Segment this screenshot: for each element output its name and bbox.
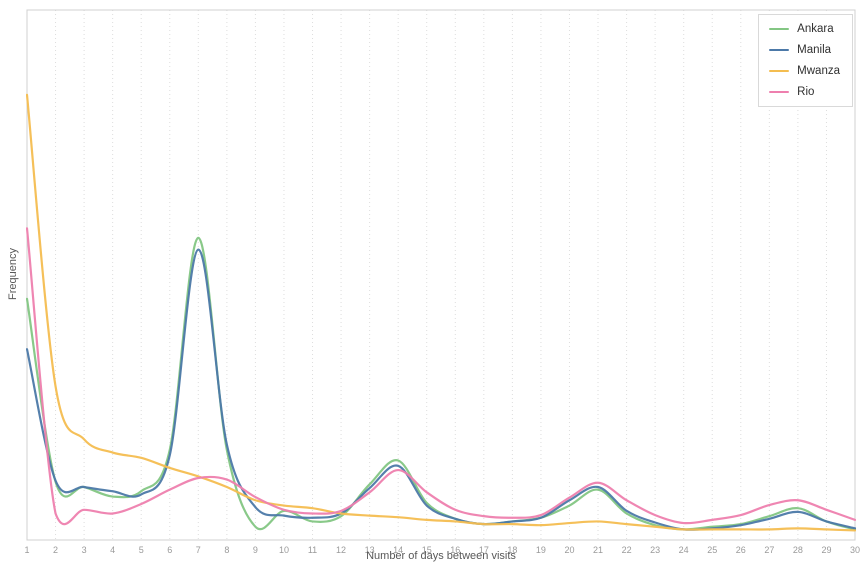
- x-tick-label: 29: [821, 545, 831, 555]
- x-tick-label: 1: [24, 545, 29, 555]
- legend-entry-manila: Manila: [769, 43, 840, 57]
- x-tick-label: 14: [393, 545, 403, 555]
- series-line-ankara: [26, 236, 856, 531]
- legend-entry-mwanza: Mwanza: [769, 64, 840, 78]
- x-tick-label: 22: [622, 545, 632, 555]
- legend-line-swatch: [769, 48, 790, 52]
- x-tick-label: 19: [536, 545, 546, 555]
- x-tick-label: 30: [850, 545, 860, 555]
- x-tick-label: 8: [224, 545, 229, 555]
- x-tick-label: 18: [507, 545, 517, 555]
- legend-entry-ankara: Ankara: [769, 22, 840, 36]
- plot-border: [26, 9, 856, 541]
- legend-line-swatch: [769, 69, 790, 73]
- x-tick-label: 2: [53, 545, 58, 555]
- x-tick-label: 5: [139, 545, 144, 555]
- x-tick-label: 11: [308, 545, 317, 555]
- x-tick-label: 20: [564, 545, 574, 555]
- legend-line-swatch: [769, 90, 790, 94]
- x-tick-label: 13: [365, 545, 375, 555]
- legend: Ankara Manila Mwanza Rio: [758, 14, 853, 107]
- x-tick-label: 21: [593, 545, 603, 555]
- legend-label: Ankara: [797, 23, 834, 35]
- x-tick-label: 4: [110, 545, 115, 555]
- x-tick-label: 24: [679, 545, 689, 555]
- legend-label: Manila: [797, 44, 832, 56]
- x-tick-label: 12: [336, 545, 346, 555]
- legend-entry-rio: Rio: [769, 85, 840, 99]
- x-tick-label: 16: [450, 545, 460, 555]
- x-tick-label: 3: [82, 545, 87, 555]
- x-tick-label: 10: [279, 545, 289, 555]
- x-tick-label: 26: [736, 545, 746, 555]
- x-tick-label: 28: [793, 545, 803, 555]
- series-line-manila: [26, 248, 856, 531]
- x-tick-label: 9: [253, 545, 258, 555]
- x-tick-label: 25: [707, 545, 717, 555]
- series-line-rio: [26, 227, 856, 526]
- legend-label: Rio: [797, 86, 815, 98]
- x-tick-label: 15: [422, 545, 432, 555]
- series-line-mwanza: [26, 93, 856, 532]
- x-tick-label: 17: [479, 545, 489, 555]
- legend-line-swatch: [769, 27, 790, 31]
- x-tick-label: 7: [196, 545, 201, 555]
- x-tick-label: 27: [764, 545, 774, 555]
- x-tick-label: 23: [650, 545, 660, 555]
- x-tick-label: 6: [167, 545, 172, 555]
- legend-label: Mwanza: [797, 65, 840, 77]
